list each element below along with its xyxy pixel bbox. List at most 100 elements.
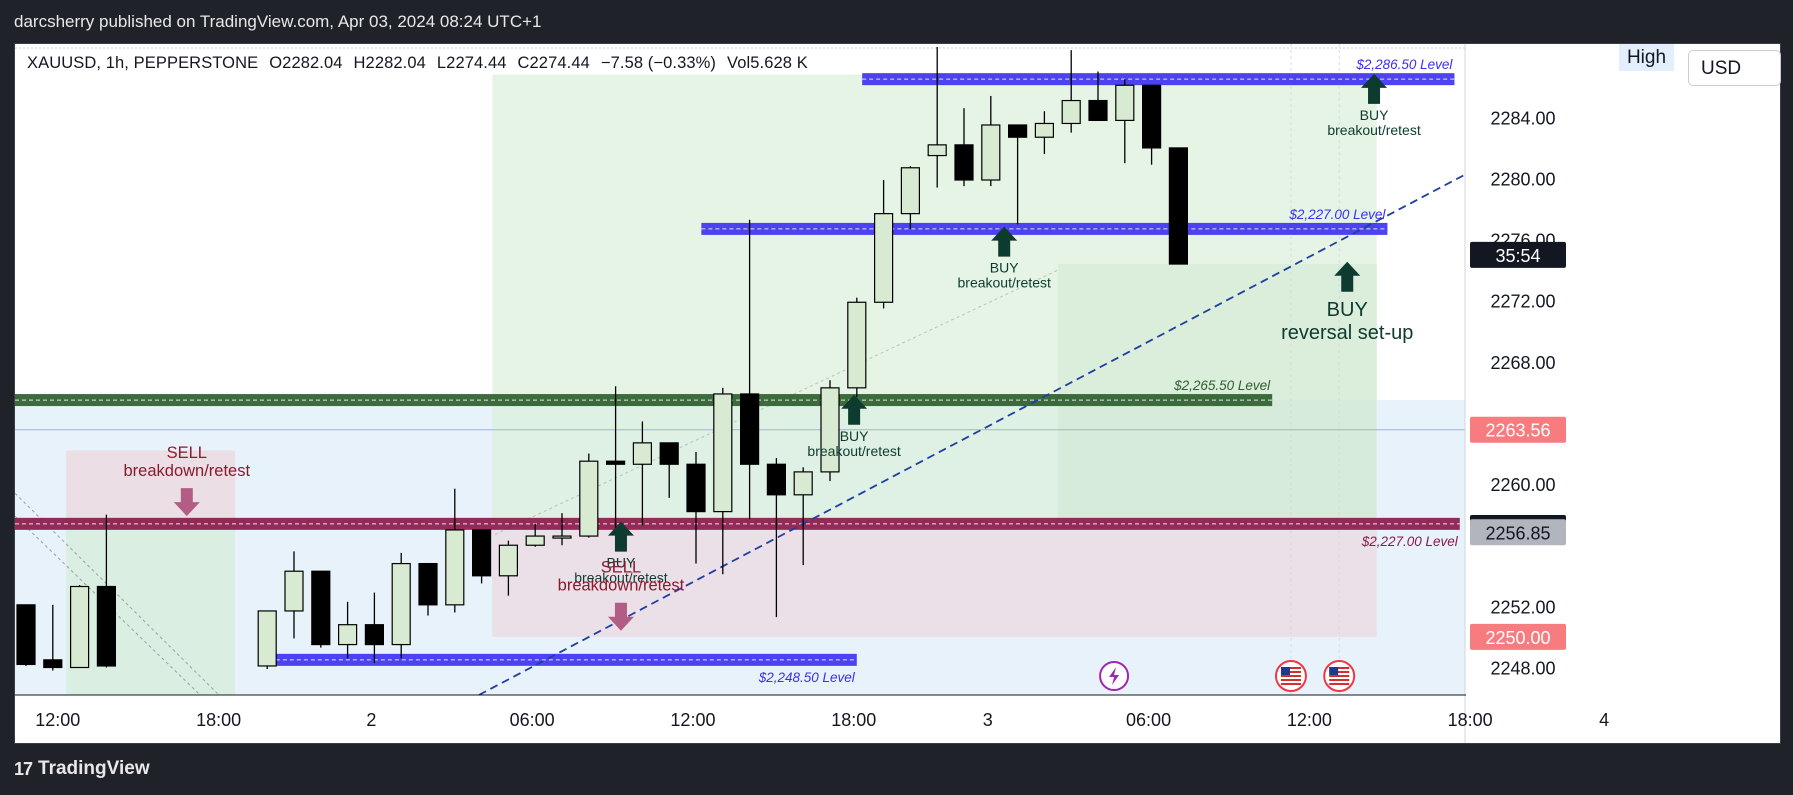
x-tick-label: 06:00 xyxy=(1126,710,1171,730)
price-badge xyxy=(1470,416,1566,443)
bull-candle xyxy=(793,471,813,496)
bull-candle xyxy=(498,544,518,577)
bull-candle xyxy=(525,535,545,546)
level-band xyxy=(15,394,1273,407)
bull-candle xyxy=(257,610,277,667)
chart-frame[interactable]: $2,286.50 Level $2,227.00 Level $2,265.50 … xyxy=(14,43,1781,744)
flag-canton xyxy=(1280,667,1290,675)
low-value: L2274.44 xyxy=(436,54,507,72)
annotation-subtitle: reversal set-up xyxy=(1281,322,1413,344)
lightning-glyph xyxy=(1109,667,1120,685)
x-tick-label: 12:00 xyxy=(670,710,715,730)
bear-candle xyxy=(954,144,974,181)
flag-stripe xyxy=(1329,675,1350,677)
annotation-subtitle: breakout/retest xyxy=(958,275,1051,291)
bear-candle xyxy=(1088,99,1108,122)
bear-candle xyxy=(418,562,438,606)
scale-mode-label[interactable]: High xyxy=(1619,44,1674,71)
buy-arrow-icon xyxy=(1334,261,1361,292)
change-value: −7.58 (−0.33%) xyxy=(600,54,717,72)
level-label: $2,286.50 Level xyxy=(1355,57,1453,72)
flag-stripe xyxy=(1280,667,1301,669)
bull-candle xyxy=(552,535,572,539)
annotation-title: BUY xyxy=(840,428,869,444)
y-tick-label: 2280.00 xyxy=(1490,169,1555,189)
tradingview-logo-icon[interactable]: 17 xyxy=(14,758,33,779)
bull-candle xyxy=(632,442,653,465)
buy-arrow-icon xyxy=(607,521,634,552)
annotation-subtitle: breakout/retest xyxy=(1327,122,1420,138)
high-value: H2282.04 xyxy=(353,54,426,72)
bear-candle xyxy=(96,585,117,667)
price-badge-label: 2263.56 xyxy=(1485,421,1550,441)
annotation-title: SELL xyxy=(601,559,641,577)
bear-candle xyxy=(659,442,679,465)
bull-candle xyxy=(69,585,90,669)
trendline xyxy=(478,162,1488,696)
y-tick-label: 2248.00 xyxy=(1490,658,1555,678)
annotation-title: SELL xyxy=(167,444,207,462)
x-tick-label: 12:00 xyxy=(35,710,80,730)
annotation-title: BUY xyxy=(990,260,1019,276)
y-tick-label: 2268.00 xyxy=(1490,353,1555,373)
stop-zone xyxy=(492,523,1377,637)
bull-candle xyxy=(820,387,840,473)
x-tick-label: 18:00 xyxy=(196,710,241,730)
bear-candle xyxy=(16,604,36,666)
x-tick-label: 3 xyxy=(983,710,993,730)
level-label: $2,227.00 Level xyxy=(1361,534,1459,549)
chart-canvas[interactable]: $2,286.50 Level $2,227.00 Level $2,265.50 … xyxy=(15,44,1780,743)
bear-candle xyxy=(686,463,706,513)
flag-stripe xyxy=(1280,671,1301,673)
bull-candle xyxy=(391,562,411,646)
x-tick-label: 18:00 xyxy=(831,710,876,730)
volume-value: Vol5.628 K xyxy=(727,54,808,72)
flag-canton xyxy=(1329,667,1339,675)
sell-zone-upper xyxy=(66,450,236,523)
bear-candle xyxy=(311,570,331,646)
bull-candle xyxy=(1061,99,1081,125)
bull-candle xyxy=(713,393,733,513)
price-badge-label: 35:54 xyxy=(1495,246,1540,266)
bull-candle xyxy=(981,124,1001,181)
bear-candle xyxy=(1007,124,1028,138)
buy-arrow-icon xyxy=(1361,73,1388,104)
bear-candle xyxy=(739,393,760,465)
footer: 17 TradingView xyxy=(14,752,150,786)
flag-stripe xyxy=(1280,675,1301,677)
brand-name[interactable]: TradingView xyxy=(38,758,150,779)
annotation-title: BUY xyxy=(1360,107,1389,123)
price-badge xyxy=(1470,241,1566,268)
currency-button[interactable]: USD xyxy=(1688,50,1781,86)
symbol-label[interactable]: XAUUSD, 1h, PEPPERSTONE xyxy=(27,54,259,72)
annotation-title: BUY xyxy=(1327,299,1368,321)
flag-stripe xyxy=(1280,683,1301,685)
flag-stripe xyxy=(1329,679,1350,681)
open-value: O2282.04 xyxy=(269,54,343,72)
price-badge xyxy=(1470,623,1566,650)
y-tick-label: 2272.00 xyxy=(1490,292,1555,312)
y-tick-label: 2284.00 xyxy=(1490,108,1555,128)
ohlc-legend: XAUUSD, 1h, PEPPERSTONE O2282.04 H2282.04 L… xyxy=(27,54,819,73)
level-label: $2,248.50 Level xyxy=(758,670,856,685)
annotation-subtitle: breakout/retest xyxy=(574,570,667,586)
price-badge-label: 2250.00 xyxy=(1485,628,1550,648)
bull-candle xyxy=(847,301,867,389)
annotation-subtitle: breakdown/retest xyxy=(124,462,251,480)
y-tick-label: 2252.00 xyxy=(1490,597,1555,617)
annotation-subtitle: breakdown/retest xyxy=(558,577,685,595)
level-label: $2,265.50 Level xyxy=(1173,378,1271,393)
sell-arrow-icon xyxy=(173,488,200,517)
bear-candle xyxy=(472,529,492,577)
bear-candle xyxy=(766,463,787,496)
buy-arrow-icon xyxy=(841,394,868,425)
buy-arrow-icon xyxy=(991,226,1018,257)
bull-candle xyxy=(900,167,921,215)
bull-candle xyxy=(927,144,947,157)
x-tick-label: 2 xyxy=(366,710,376,730)
flag-stripe xyxy=(1280,679,1301,681)
x-tick-label: 12:00 xyxy=(1287,710,1332,730)
reversal-zone xyxy=(1057,264,1377,524)
flag-stripe xyxy=(1329,667,1350,669)
annotation-title: BUY xyxy=(607,555,636,571)
